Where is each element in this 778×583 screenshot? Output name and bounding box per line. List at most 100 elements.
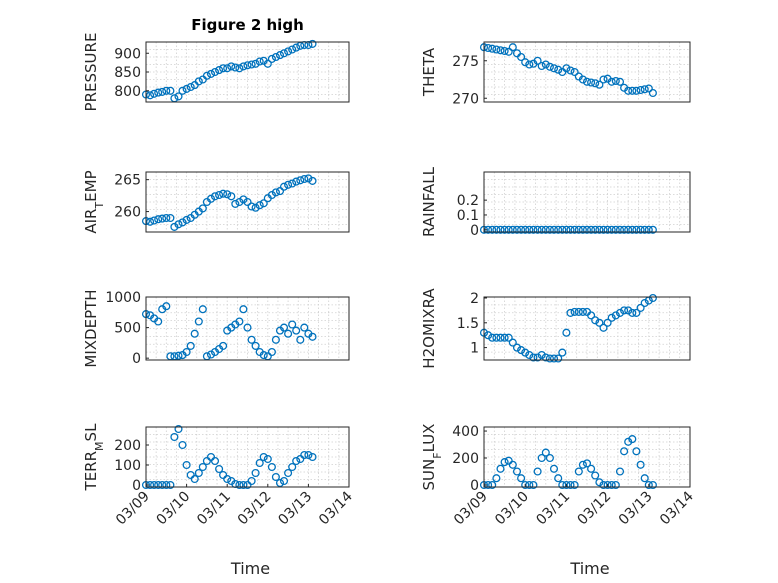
y-tick-label: 0.1	[457, 208, 479, 224]
data-point	[194, 317, 203, 326]
data-point	[288, 320, 297, 329]
x-tick-label: 03/14	[316, 488, 356, 528]
data-point	[255, 57, 264, 66]
data-point	[219, 64, 228, 73]
data-point	[554, 65, 563, 74]
data-point	[525, 480, 534, 490]
x-tick-label: 03/13	[275, 489, 315, 529]
data-point	[512, 467, 522, 476]
y-axis-label: THETA	[420, 47, 438, 97]
data-point	[529, 225, 538, 234]
data-point	[210, 67, 220, 77]
y-axis-label: AIRTEMP	[82, 170, 106, 233]
data-point	[243, 323, 252, 332]
data-point	[215, 464, 224, 474]
data-point	[566, 308, 575, 317]
data-point	[186, 341, 195, 350]
data-point	[492, 45, 501, 54]
axes-box	[483, 426, 691, 488]
data-point	[162, 480, 171, 490]
data-point	[150, 480, 159, 490]
data-point	[500, 458, 509, 467]
data-point	[607, 480, 616, 490]
data-point	[566, 66, 575, 75]
data-point	[620, 225, 629, 234]
y-axis-label: H2OMIXRA	[420, 288, 438, 369]
data-point	[529, 353, 538, 362]
data-point	[251, 341, 260, 350]
data-point	[158, 480, 167, 490]
data-point	[251, 203, 260, 212]
data-point	[504, 47, 513, 56]
subplot-mixdepth: 0 500 1000 MIXDEPTH	[82, 289, 350, 368]
data-point	[239, 195, 248, 204]
axes-box	[145, 296, 350, 361]
x-tick-label: 03/10	[492, 489, 532, 529]
data-point	[174, 351, 183, 360]
data-point	[591, 471, 600, 480]
data-point	[562, 225, 571, 234]
data-point	[570, 307, 579, 316]
data-point	[620, 447, 629, 456]
data-point	[146, 91, 155, 100]
data-point	[150, 89, 159, 98]
x-tick-label: 03/09	[451, 489, 491, 529]
x-tick-label: 03/11	[533, 489, 573, 529]
x-axis-label: Time	[569, 559, 609, 578]
data-point	[194, 468, 203, 478]
data-point	[288, 179, 297, 188]
data-point	[595, 318, 604, 327]
data-point	[202, 71, 211, 80]
data-point	[296, 335, 305, 344]
data-point	[178, 218, 187, 227]
data-point	[628, 435, 637, 444]
y-tick-label: 850	[114, 65, 141, 81]
y-axis-label: RAINFALL	[420, 166, 438, 237]
axes-box	[483, 296, 691, 361]
data-point	[275, 187, 285, 196]
data-point	[223, 474, 232, 484]
data-point	[603, 225, 612, 234]
y-tick-label: 275	[452, 54, 479, 70]
data-point	[279, 49, 289, 58]
chart-title: Figure 2 high	[191, 16, 304, 34]
data-point	[636, 303, 645, 312]
data-point	[239, 305, 248, 314]
data-point	[166, 213, 175, 223]
data-point	[549, 354, 559, 363]
data-point	[219, 341, 228, 350]
data-point	[562, 328, 571, 337]
data-point	[202, 456, 211, 466]
data-point	[235, 480, 244, 490]
data-point	[279, 476, 289, 486]
data-point	[578, 75, 587, 84]
y-tick-label: 400	[452, 424, 479, 440]
data-point	[292, 177, 301, 186]
data-point	[574, 467, 583, 476]
data-point	[611, 225, 620, 234]
data-point	[492, 474, 501, 483]
y-tick-label: 100	[114, 458, 141, 474]
data-point	[263, 454, 272, 464]
data-point	[247, 335, 256, 344]
data-point	[206, 69, 216, 78]
data-point	[628, 308, 637, 317]
data-point	[210, 456, 220, 466]
data-point	[607, 77, 616, 86]
data-point	[636, 225, 645, 234]
data-point	[174, 220, 183, 229]
data-point	[545, 62, 554, 71]
data-point	[512, 343, 522, 352]
data-point	[182, 215, 191, 224]
data-point	[227, 62, 236, 71]
y-tick-label: 0	[132, 478, 141, 494]
data-point	[158, 87, 167, 96]
data-point	[190, 474, 199, 484]
data-point	[599, 225, 608, 234]
data-point	[504, 333, 513, 342]
data-point	[541, 353, 550, 362]
data-point	[154, 88, 163, 97]
data-point	[255, 201, 264, 210]
data-point	[296, 176, 305, 185]
data-point	[308, 452, 317, 462]
